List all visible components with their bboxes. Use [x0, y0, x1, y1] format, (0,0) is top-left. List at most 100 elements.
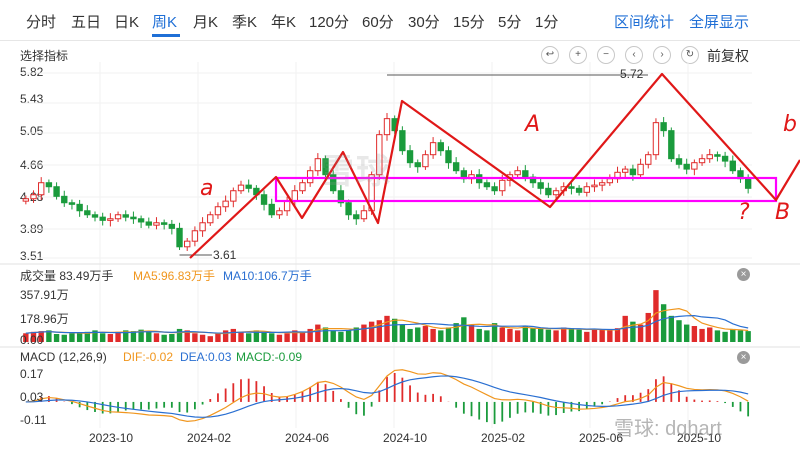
- volume-bar: [391, 318, 398, 342]
- volume-bar: [130, 331, 137, 342]
- close-macd-icon[interactable]: ×: [737, 351, 750, 364]
- volume-bar: [92, 330, 98, 342]
- candle-body: [68, 202, 76, 205]
- volume-bar: [745, 331, 751, 342]
- volume-bar: [514, 330, 521, 342]
- tabbar-divider: [0, 40, 800, 41]
- volume-bar: [530, 328, 536, 342]
- candle-body: [744, 178, 752, 189]
- tab-5min[interactable]: 5分: [498, 14, 522, 31]
- volume-tick-label: 178.96万: [20, 312, 69, 326]
- close-volume-icon[interactable]: ×: [737, 268, 750, 281]
- volume-bar: [422, 326, 429, 342]
- volume-bar: [107, 334, 114, 342]
- candle-body: [114, 214, 122, 220]
- tab-year-k[interactable]: 年K: [271, 14, 297, 31]
- candle-body: [522, 170, 529, 178]
- x-tick-label: 2024-10: [383, 431, 428, 445]
- candle-body: [660, 122, 667, 132]
- volume-bar: [407, 328, 413, 342]
- volume-bar: [668, 315, 675, 342]
- volume-bar: [630, 321, 636, 342]
- tab-five-day[interactable]: 五日: [71, 14, 102, 31]
- candle-body: [360, 210, 368, 220]
- return-icon[interactable]: ↩: [541, 46, 559, 64]
- volume-bar: [637, 324, 644, 342]
- candle-body: [622, 168, 629, 173]
- candle-body: [629, 168, 637, 176]
- candle-body: [30, 194, 37, 200]
- candle-body: [691, 162, 698, 170]
- volume-bar: [676, 320, 682, 342]
- volume-bar: [660, 304, 667, 342]
- volume-bar: [222, 330, 229, 342]
- volume-bar: [361, 324, 367, 342]
- candle-body: [437, 142, 444, 152]
- candle-body: [645, 154, 652, 165]
- volume-tick-label: 357.91万: [20, 288, 69, 302]
- volume-bar: [491, 323, 498, 342]
- annotation-label: A: [525, 112, 541, 137]
- candle-body: [38, 182, 45, 196]
- volume-bar: [430, 328, 436, 342]
- candle-body: [499, 179, 506, 192]
- tab-week-k[interactable]: 周K: [152, 14, 178, 31]
- tab-15min[interactable]: 15分: [453, 14, 485, 31]
- candle-body: [276, 210, 283, 216]
- tab-quarter-k[interactable]: 季K: [232, 14, 258, 31]
- volume-bar: [368, 321, 375, 342]
- tab-120min[interactable]: 120分: [309, 14, 350, 31]
- zoom-in-icon[interactable]: +: [569, 46, 587, 64]
- volume-bar: [99, 333, 106, 342]
- candle-body: [76, 203, 83, 212]
- volume-bar: [69, 333, 75, 342]
- zoom-out-icon[interactable]: −: [597, 46, 615, 64]
- candle-body: [268, 203, 275, 216]
- tab-day-k[interactable]: 日K: [114, 14, 140, 31]
- volume-bar: [545, 329, 552, 342]
- select-indicator-link[interactable]: 选择指标: [20, 49, 69, 63]
- candle-body: [291, 190, 298, 202]
- candle-body: [337, 190, 345, 204]
- candle-body: [675, 158, 683, 165]
- volume-bar: [215, 333, 221, 342]
- volume-bar: [230, 328, 237, 342]
- adjust-mode-button[interactable]: 前复权: [707, 48, 749, 64]
- pan-left-icon[interactable]: ‹: [625, 46, 643, 64]
- candle-body: [145, 221, 152, 226]
- volume-bar: [507, 328, 513, 342]
- fullscreen-button[interactable]: 全屏显示: [689, 14, 750, 31]
- volume-bar: [161, 334, 167, 342]
- candle-body: [299, 182, 306, 192]
- reset-icon[interactable]: ↻: [681, 46, 699, 64]
- pan-right-icon[interactable]: ›: [653, 46, 671, 64]
- candle-body: [575, 187, 583, 193]
- volume-bar: [269, 333, 275, 342]
- volume-bar: [476, 328, 482, 342]
- candle-body: [483, 182, 491, 188]
- volume-bar: [322, 327, 329, 342]
- volume-bar: [299, 331, 306, 342]
- volume-bar: [691, 326, 698, 342]
- tab-month-k[interactable]: 月K: [193, 14, 219, 31]
- candle-body: [322, 158, 329, 176]
- interval-stats-button[interactable]: 区间统计: [614, 14, 675, 31]
- tab-60min[interactable]: 60分: [362, 14, 394, 31]
- candle-body: [184, 240, 191, 248]
- volume-bar: [415, 327, 421, 342]
- volume-ma5-line: [25, 308, 749, 335]
- tab-minute[interactable]: 分时: [26, 14, 57, 31]
- volume-bar: [653, 290, 659, 342]
- volume-bar: [461, 317, 467, 342]
- tab-30min[interactable]: 30分: [408, 14, 440, 31]
- annotation-label: b: [783, 112, 797, 137]
- macd-dea-line: [25, 375, 749, 418]
- tab-1min[interactable]: 1分: [535, 14, 559, 31]
- x-tick-label: 2023-10: [89, 431, 134, 445]
- volume-bar: [468, 324, 475, 342]
- volume-bar: [399, 324, 406, 342]
- volume-bar: [614, 328, 621, 342]
- x-tick-label: 2024-06: [285, 431, 330, 445]
- volume-bar: [23, 333, 29, 342]
